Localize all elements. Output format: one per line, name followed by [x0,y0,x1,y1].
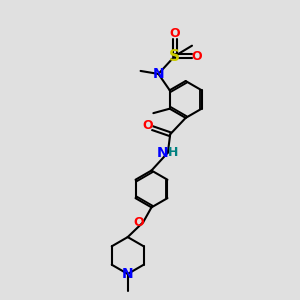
Text: H: H [168,146,178,159]
Text: N: N [153,67,164,81]
Text: O: O [134,216,144,229]
Text: O: O [170,27,180,40]
Text: N: N [157,146,168,160]
Text: O: O [192,50,203,63]
Text: N: N [122,267,134,281]
Text: S: S [169,49,180,64]
Text: O: O [142,119,153,132]
